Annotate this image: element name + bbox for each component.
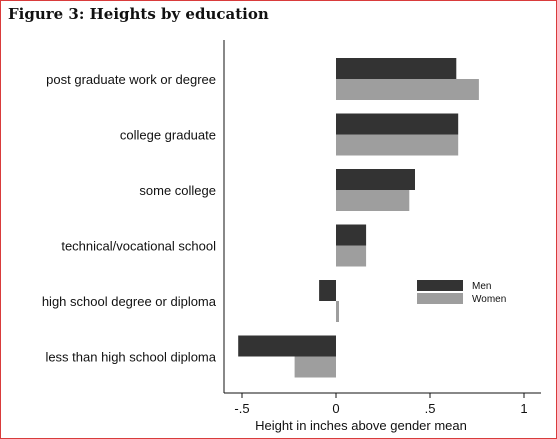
category-label-3: technical/vocational school — [61, 239, 216, 254]
bar-women-2 — [336, 190, 410, 211]
bar-group — [238, 58, 479, 378]
axes: -.5 0 .5 1 — [223, 40, 541, 416]
bar-women-5 — [294, 356, 336, 378]
bar-men-5 — [238, 335, 336, 357]
legend-swatch-women — [417, 293, 463, 304]
category-label-2: some college — [139, 183, 216, 198]
bar-women-1 — [336, 134, 459, 156]
bar-men-3 — [336, 224, 367, 246]
x-tick-label-2: .5 — [425, 401, 436, 416]
bar-men-1 — [336, 113, 459, 135]
category-label-4: high school degree or diploma — [42, 294, 217, 309]
x-tick-label-0: -.5 — [234, 401, 249, 416]
bar-women-3 — [336, 245, 367, 267]
category-labels: post graduate work or degree college grad… — [42, 72, 217, 365]
bar-men-0 — [336, 58, 457, 79]
x-axis-label: Height in inches above gender mean — [255, 418, 467, 433]
category-label-1: college graduate — [120, 128, 216, 143]
category-label-0: post graduate work or degree — [46, 72, 216, 87]
category-label-5: less than high school diploma — [45, 350, 216, 365]
x-tick-label-3: 1 — [520, 401, 527, 416]
chart-title: Figure 3: Heights by education — [8, 5, 269, 23]
x-tick-label-1: 0 — [332, 401, 339, 416]
legend-label-women: Women — [472, 294, 506, 305]
legend-swatch-men — [417, 280, 463, 291]
bar-women-4 — [336, 301, 339, 322]
legend-label-men: Men — [472, 281, 491, 292]
bar-women-0 — [336, 79, 479, 100]
bar-men-4 — [319, 280, 336, 301]
legend: Men Women — [417, 280, 506, 305]
bar-men-2 — [336, 169, 415, 190]
